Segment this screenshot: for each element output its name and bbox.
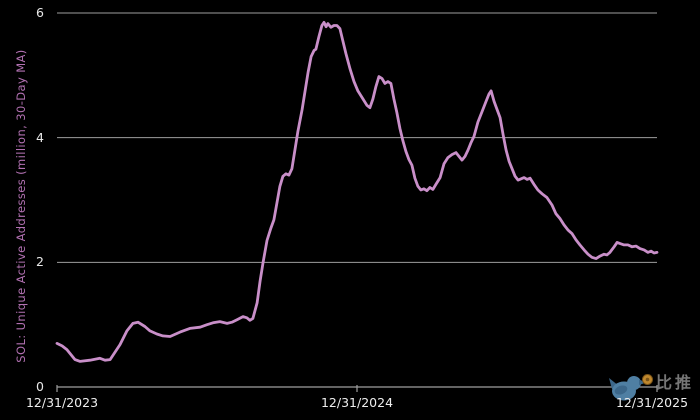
x-tick-label-0: 12/31/2023 <box>25 395 99 410</box>
watermark: 比推 <box>608 373 694 403</box>
x-tick-label-2: 12/31/2025 <box>615 395 689 410</box>
y-tick-label-6: 6 <box>36 5 44 20</box>
y-tick-label-4: 4 <box>36 129 44 145</box>
data-series-line <box>55 20 659 363</box>
watermark-brand-text: 比推 <box>656 373 695 392</box>
x-axis-ticks <box>56 385 658 392</box>
horizontal-gridlines <box>57 12 657 263</box>
y-axis-title: SOL: Unique Active Addresses (million, 3… <box>14 49 28 363</box>
y-tick-label-0: 0 <box>36 379 44 394</box>
y-tick-label-2: 2 <box>36 254 44 270</box>
x-tick-label-1: 12/31/2024 <box>320 395 394 410</box>
bird-with-coin-icon <box>609 374 653 401</box>
